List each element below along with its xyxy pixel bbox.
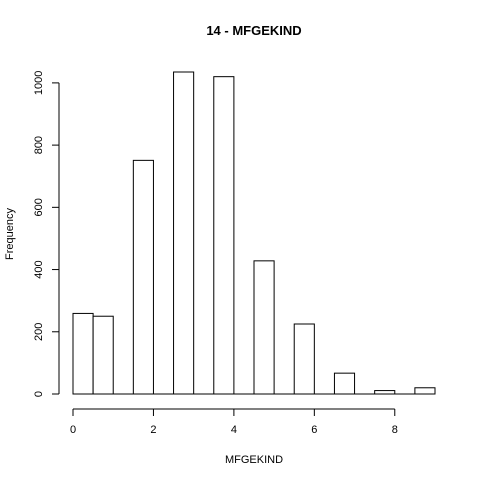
bars-layer: [72, 71, 436, 395]
y-tick-label: 400: [33, 260, 45, 278]
y-axis-label: Frequency: [4, 208, 16, 260]
histogram-bar: [333, 372, 356, 395]
x-tick-label: 8: [392, 424, 398, 436]
x-tick-label: 2: [150, 424, 156, 436]
histogram-bar: [213, 76, 235, 395]
histogram-bar: [132, 159, 154, 395]
y-tick-label: 0: [33, 391, 45, 397]
y-tick-label: 1000: [33, 71, 45, 95]
histogram-bar: [414, 387, 436, 395]
histogram-bar: [72, 312, 94, 395]
y-tick-label: 200: [33, 323, 45, 341]
histogram-bar: [374, 390, 396, 395]
histogram-bar: [293, 323, 315, 395]
x-tick-label: 4: [231, 424, 237, 436]
histogram-bar: [253, 260, 275, 395]
x-tick-label: 0: [70, 424, 76, 436]
y-tick-label: 600: [33, 198, 45, 216]
x-axis-label: MFGEKIND: [225, 454, 283, 466]
histogram-bar: [92, 315, 114, 395]
y-axis: 0 200 400 600 800 1000: [33, 71, 60, 397]
y-tick-label: 800: [33, 136, 45, 154]
x-axis: 0 2 4 6 8: [70, 408, 398, 436]
histogram-bar: [173, 71, 195, 395]
x-tick-label: 6: [311, 424, 317, 436]
chart-title: 14 - MFGEKIND: [206, 23, 301, 38]
